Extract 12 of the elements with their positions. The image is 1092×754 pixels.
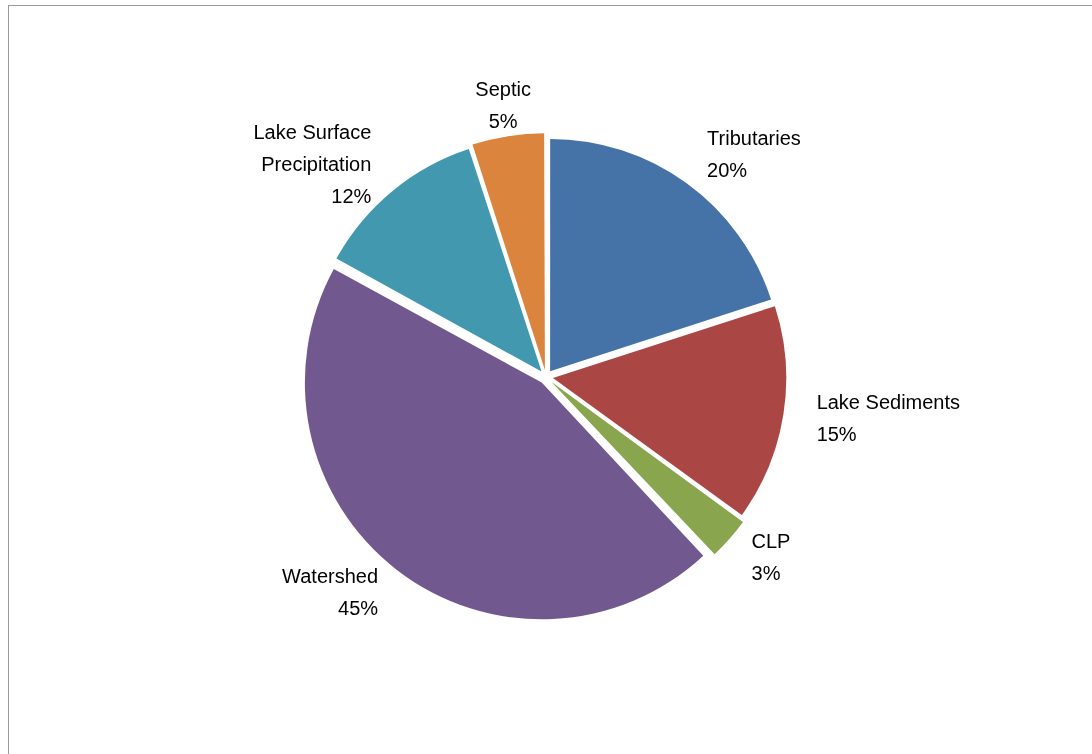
slice-label: Tributaries (707, 126, 801, 149)
data-label: 45% (338, 597, 379, 620)
data-label: 12% (331, 185, 372, 208)
slice-label: Septic (475, 77, 531, 100)
slice-label: Watershed (282, 565, 379, 588)
slice-label: Lake Sediments (816, 391, 961, 414)
data-label: 15% (816, 423, 857, 446)
slice-label: CLP (751, 529, 791, 552)
data-label: 3% (751, 561, 781, 584)
slice-label: Lake Surface Precipitation (253, 121, 372, 176)
data-label: 5% (488, 109, 518, 132)
data-label: 20% (707, 158, 748, 181)
